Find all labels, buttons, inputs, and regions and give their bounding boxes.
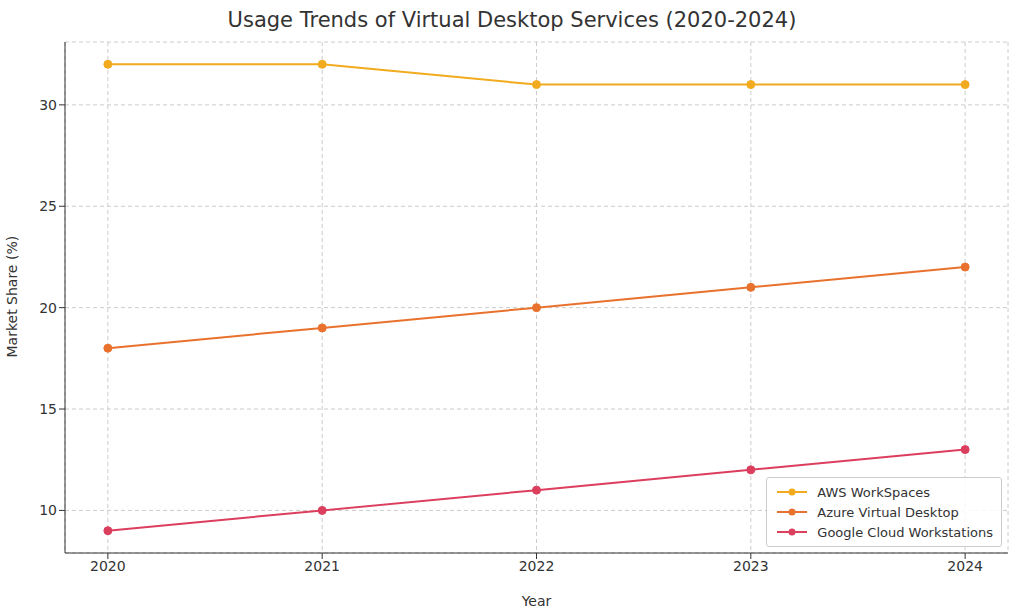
html-text:Usage Trends of Virtual Deskto: Usage Trends of Virtual Desktop Services…: [227, 8, 797, 32]
svg-text:Market Share (%): Market Share (%): [8, 236, 20, 358]
svg-text:2020: 2020: [90, 558, 126, 574]
svg-text:15: 15: [39, 401, 57, 417]
svg-text:10: 10: [39, 502, 57, 518]
svg-text:Year: Year: [521, 593, 552, 609]
svg-text:20: 20: [39, 300, 57, 316]
svg-text:2022: 2022: [519, 558, 555, 574]
svg-text:2023: 2023: [733, 558, 769, 574]
html-text:Azure Virtual Desktop: Azure Virtual Desktop: [817, 504, 959, 520]
svg-text:2021: 2021: [304, 558, 340, 574]
html-text:Google Cloud Workstations: Google Cloud Workstations: [817, 524, 993, 540]
html-text:AWS WorkSpaces: AWS WorkSpaces: [817, 484, 931, 500]
svg-text:25: 25: [39, 198, 57, 214]
svg-text:30: 30: [39, 97, 57, 113]
svg-text:2024: 2024: [947, 558, 983, 574]
